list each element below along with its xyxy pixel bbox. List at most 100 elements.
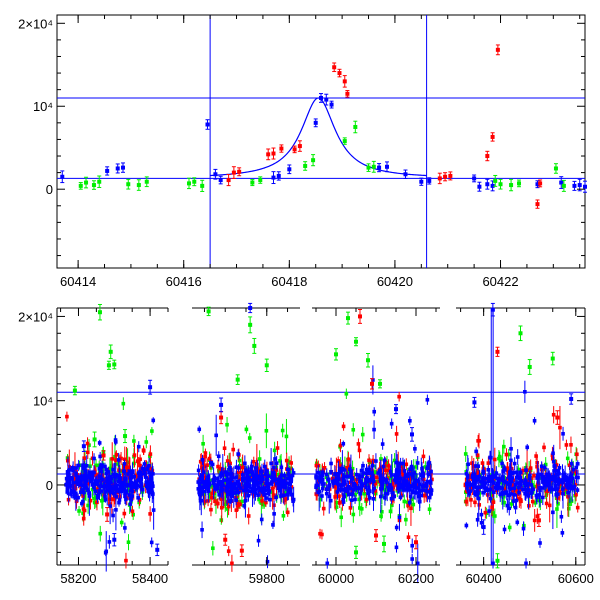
data-point-green bbox=[371, 160, 376, 173]
data-point bbox=[85, 450, 90, 455]
data-point bbox=[257, 457, 262, 461]
data-point-blue bbox=[397, 503, 402, 531]
data-point bbox=[117, 498, 122, 502]
data-point bbox=[359, 468, 364, 473]
data-point bbox=[392, 458, 397, 463]
data-point bbox=[411, 502, 416, 507]
data-point bbox=[346, 470, 351, 475]
data-point bbox=[94, 463, 98, 468]
data-point bbox=[338, 470, 342, 474]
data-point-green bbox=[517, 179, 521, 188]
data-point-green bbox=[561, 179, 566, 192]
data-point-green bbox=[264, 413, 269, 449]
data-point bbox=[373, 481, 377, 486]
data-point bbox=[122, 462, 127, 466]
data-point-blue bbox=[201, 461, 206, 484]
data-point-blue bbox=[246, 490, 251, 502]
data-point bbox=[114, 473, 118, 477]
data-point bbox=[135, 485, 139, 490]
data-point-blue bbox=[149, 537, 154, 548]
data-point bbox=[394, 545, 399, 550]
data-point-blue bbox=[286, 485, 290, 496]
data-point bbox=[128, 469, 133, 474]
data-point bbox=[360, 474, 364, 479]
data-point-blue bbox=[325, 557, 330, 569]
data-point bbox=[229, 477, 234, 482]
data-point bbox=[128, 482, 132, 487]
data-point bbox=[422, 493, 426, 498]
data-point bbox=[477, 503, 482, 507]
data-point bbox=[476, 470, 481, 475]
data-point bbox=[563, 489, 568, 494]
data-point bbox=[223, 470, 228, 474]
data-point bbox=[303, 163, 308, 168]
data-point bbox=[259, 501, 264, 505]
data-point bbox=[129, 497, 134, 502]
data-point bbox=[82, 484, 86, 488]
data-point bbox=[420, 466, 424, 471]
data-point bbox=[207, 456, 212, 461]
data-point bbox=[147, 490, 152, 494]
data-point-blue bbox=[199, 487, 203, 501]
data-point bbox=[130, 494, 135, 498]
data-point bbox=[266, 152, 271, 157]
data-point bbox=[268, 497, 272, 502]
data-point bbox=[364, 497, 369, 502]
data-point-blue bbox=[415, 455, 420, 470]
data-point bbox=[136, 471, 141, 475]
data-point bbox=[555, 507, 559, 511]
data-point bbox=[200, 480, 205, 484]
data-point bbox=[506, 452, 511, 457]
data-point-blue bbox=[213, 485, 218, 493]
data-point bbox=[232, 482, 237, 486]
data-point-blue bbox=[427, 177, 432, 185]
data-point bbox=[558, 489, 562, 494]
data-point-red bbox=[122, 508, 127, 519]
data-point bbox=[367, 458, 371, 463]
data-point-red bbox=[82, 503, 87, 518]
data-point bbox=[92, 485, 96, 490]
data-point bbox=[132, 474, 136, 479]
data-point bbox=[196, 487, 201, 491]
data-point-blue bbox=[242, 472, 247, 485]
data-point bbox=[353, 124, 358, 129]
data-point-red bbox=[575, 448, 579, 461]
data-point-blue bbox=[257, 472, 262, 482]
data-point-red bbox=[521, 466, 525, 475]
data-point-blue bbox=[276, 171, 281, 181]
data-point-blue bbox=[286, 463, 290, 476]
data-point bbox=[287, 167, 292, 172]
data-point-green bbox=[280, 423, 285, 438]
data-point-green bbox=[339, 507, 344, 528]
data-point-blue bbox=[389, 483, 393, 495]
data-point bbox=[196, 480, 201, 484]
data-point-blue bbox=[236, 489, 241, 496]
data-point bbox=[237, 169, 242, 174]
data-point bbox=[286, 472, 291, 476]
data-point bbox=[342, 139, 347, 144]
data-point bbox=[509, 183, 514, 188]
data-point bbox=[205, 480, 209, 484]
data-point bbox=[493, 178, 498, 183]
data-point bbox=[257, 480, 262, 485]
data-point-blue bbox=[236, 449, 240, 459]
data-point-red bbox=[437, 172, 442, 185]
data-point bbox=[380, 482, 385, 487]
data-point bbox=[402, 499, 407, 504]
data-point-red bbox=[226, 174, 231, 187]
data-point-blue bbox=[210, 460, 215, 469]
data-point-blue bbox=[314, 469, 318, 484]
data-point bbox=[272, 465, 276, 470]
data-point-green bbox=[566, 500, 571, 518]
data-point-blue bbox=[371, 486, 376, 511]
data-point-blue bbox=[79, 479, 84, 491]
data-point bbox=[423, 465, 428, 469]
data-point-red bbox=[495, 44, 500, 56]
data-point-blue bbox=[328, 493, 333, 509]
data-point bbox=[561, 183, 566, 188]
data-point bbox=[219, 497, 223, 501]
data-point-blue bbox=[237, 478, 242, 490]
data-point-blue bbox=[206, 479, 211, 503]
data-point bbox=[81, 516, 86, 521]
data-point bbox=[350, 466, 355, 471]
